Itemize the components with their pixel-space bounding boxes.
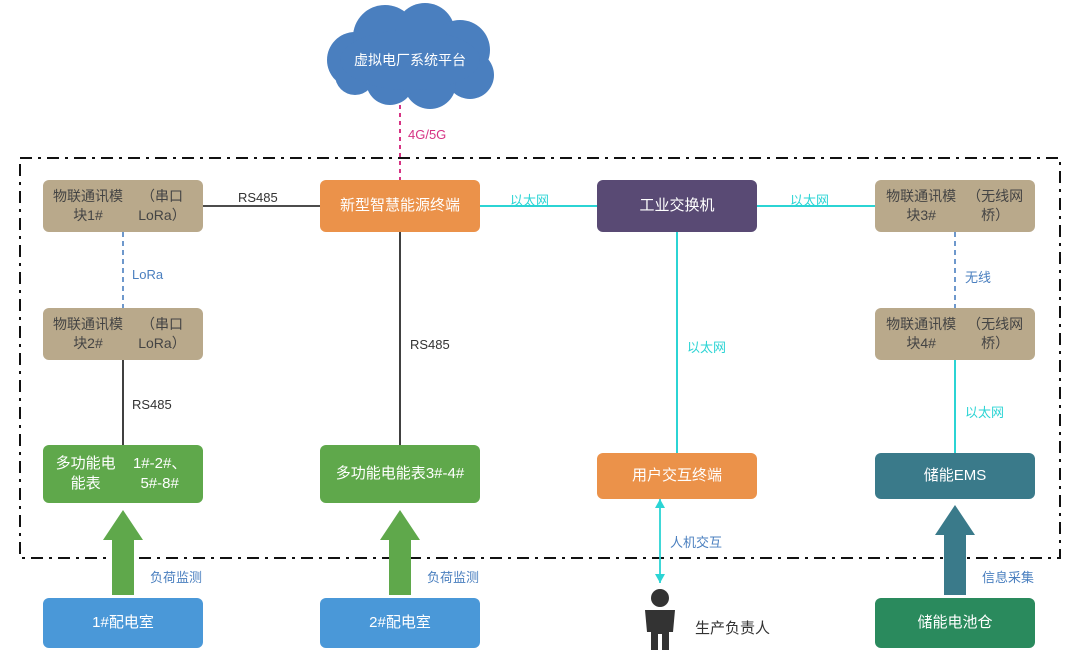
node-m4: 物联通讯模块4#（无线网桥） xyxy=(875,308,1035,360)
edge-label: 以太网 xyxy=(790,190,829,209)
node-m1: 物联通讯模块1#（串口LoRa） xyxy=(43,180,203,232)
arrow-label: 负荷监测 xyxy=(150,567,202,586)
node-pd2: 2#配电室 xyxy=(320,598,480,648)
node-term: 新型智慧能源终端 xyxy=(320,180,480,232)
node-bat: 储能电池仓 xyxy=(875,598,1035,648)
arrow-label: 负荷监测 xyxy=(427,567,479,586)
edge-label: 以太网 xyxy=(965,402,1004,421)
node-ems: 储能EMS xyxy=(875,453,1035,499)
edge-label: 以太网 xyxy=(510,190,549,209)
edge-label: RS485 xyxy=(238,190,278,205)
node-meter1: 多功能电能表1#-2#、5#-8# xyxy=(43,445,203,503)
edge-label: 以太网 xyxy=(687,337,726,356)
edge-label: RS485 xyxy=(410,337,450,352)
edge-label: RS485 xyxy=(132,397,172,412)
person-label: 生产负责人 xyxy=(695,617,770,638)
double-arrow-label: 人机交互 xyxy=(670,532,722,551)
node-uterm: 用户交互终端 xyxy=(597,453,757,499)
edge-label: 4G/5G xyxy=(408,127,446,142)
node-meter2: 多功能电能表3#-4# xyxy=(320,445,480,503)
arrow-label: 信息采集 xyxy=(982,567,1034,586)
node-switch: 工业交换机 xyxy=(597,180,757,232)
edge-label: 无线 xyxy=(965,267,991,286)
cloud-label: 虚拟电厂系统平台 xyxy=(340,50,480,70)
edge-label: LoRa xyxy=(132,267,163,282)
node-m3: 物联通讯模块3#（无线网桥） xyxy=(875,180,1035,232)
node-m2: 物联通讯模块2#（串口LoRa） xyxy=(43,308,203,360)
node-pd1: 1#配电室 xyxy=(43,598,203,648)
